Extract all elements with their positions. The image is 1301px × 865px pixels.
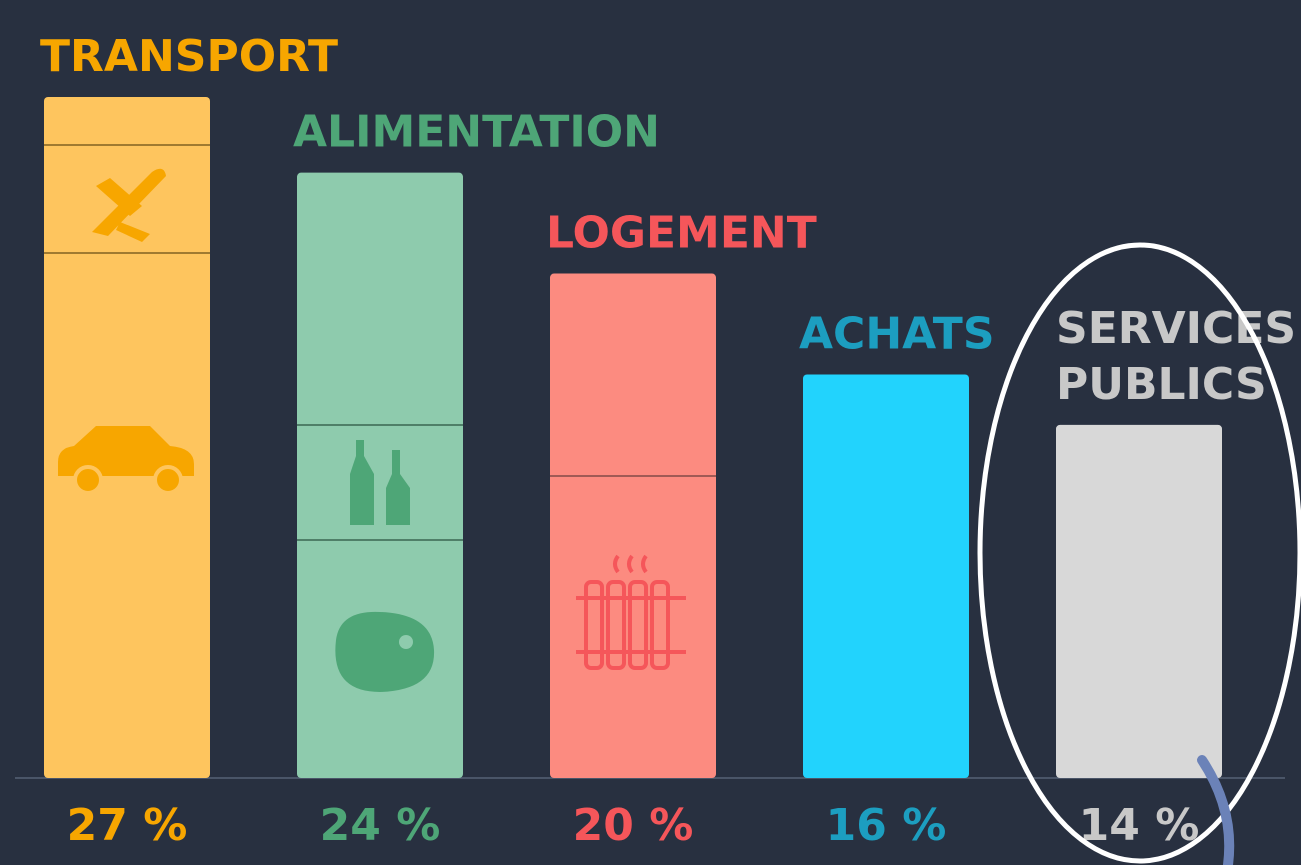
category-label: TRANSPORT — [40, 31, 338, 82]
car-wheel — [153, 465, 183, 495]
plane-icon — [92, 168, 166, 242]
value-label: 16 % — [826, 800, 947, 851]
category-label: ALIMENTATION — [293, 107, 660, 158]
value-label: 24 % — [320, 800, 441, 851]
radiator-icon — [576, 554, 686, 670]
value-label: 27 % — [67, 800, 188, 851]
bottle-icon — [350, 440, 374, 525]
car-icon — [58, 426, 194, 476]
bar — [550, 273, 716, 778]
value-label: 20 % — [573, 800, 694, 851]
category-label: ACHATS — [799, 308, 995, 359]
pen-stroke — [1197, 755, 1235, 865]
bar — [1056, 424, 1222, 778]
decorations — [44, 144, 1301, 865]
bar — [803, 374, 969, 778]
category-label: SERVICES PUBLICS — [1056, 303, 1301, 410]
steak-bone — [399, 635, 413, 649]
bottle-icon — [386, 450, 410, 525]
highlight-ellipse — [977, 242, 1301, 864]
steak-icon — [335, 611, 435, 692]
category-label: LOGEMENT — [546, 208, 817, 259]
value-label: 14 % — [1079, 800, 1200, 851]
car-wheel — [73, 465, 103, 495]
